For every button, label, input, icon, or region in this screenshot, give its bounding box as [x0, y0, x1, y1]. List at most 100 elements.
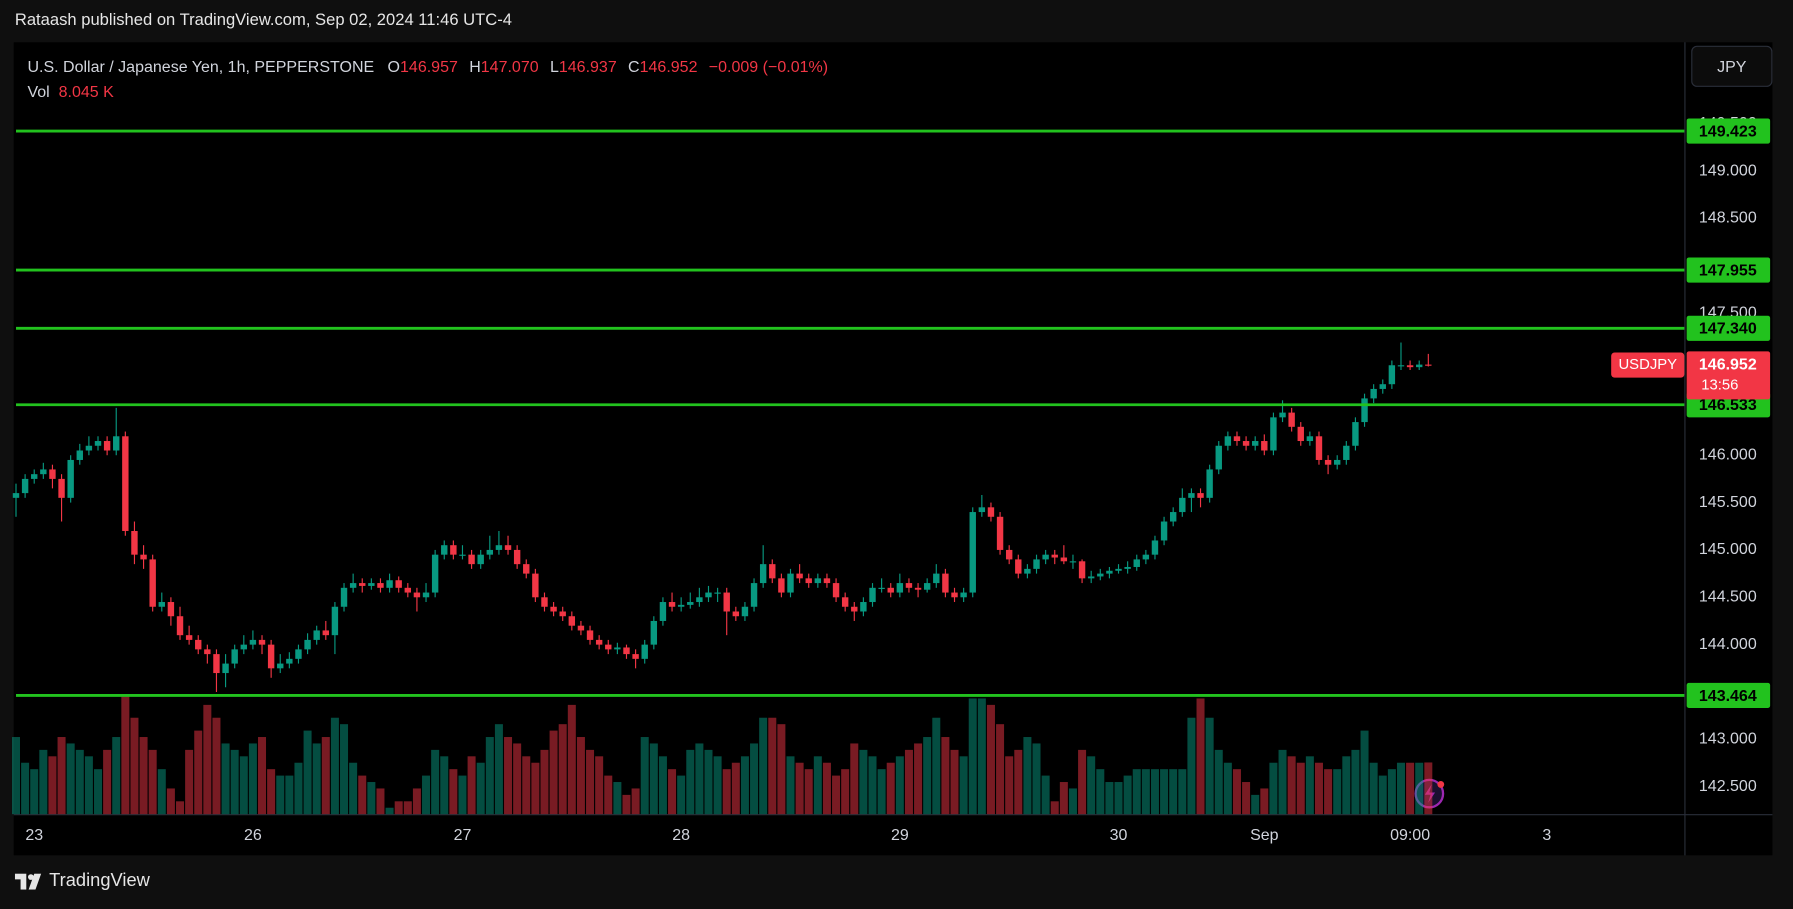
candle-body — [513, 549, 521, 565]
candle-body — [1033, 559, 1040, 569]
volume-bar — [622, 794, 631, 815]
candle-body — [696, 597, 703, 603]
candle-body — [632, 654, 639, 659]
vol-row: Vol 8.045 K — [27, 79, 834, 104]
volume-bar — [713, 756, 722, 815]
candle-body — [705, 592, 712, 598]
volume-bar — [613, 782, 622, 815]
volume-bar — [914, 743, 923, 815]
candle-body — [340, 587, 348, 607]
candle-body — [841, 597, 849, 607]
logo-mark — [14, 873, 42, 890]
volume-bar — [1041, 775, 1050, 815]
volume-bar — [21, 762, 30, 815]
volume-bar — [777, 724, 786, 815]
volume-bar — [1050, 801, 1059, 815]
volume-bar — [904, 749, 913, 815]
candle-body — [1370, 388, 1377, 399]
volume-bar — [1160, 769, 1169, 815]
candle-body — [21, 478, 29, 494]
volume-bar — [1214, 749, 1223, 815]
candle-body — [103, 441, 111, 451]
volume-bar — [1351, 749, 1360, 815]
h-label: H — [469, 57, 481, 76]
candle-body — [504, 545, 512, 550]
volume-bar — [267, 769, 276, 815]
candle-body — [1142, 554, 1150, 560]
y-tick-label: 149.000 — [1699, 162, 1757, 179]
volume-bar — [94, 769, 103, 815]
candle-body — [295, 649, 302, 659]
volume-bar — [1324, 769, 1333, 815]
candle-body — [158, 602, 165, 607]
volume-bar — [923, 737, 932, 815]
price-tag-countdown: 13:56 — [1701, 378, 1738, 394]
volume-bar — [1305, 756, 1314, 815]
candle-body — [605, 644, 612, 650]
candle-body — [413, 592, 421, 598]
candle-body — [550, 606, 557, 612]
volume-bar — [868, 756, 877, 815]
volume-bar — [1014, 749, 1023, 815]
vol-value: 8.045 K — [58, 82, 114, 101]
volume-bar — [658, 756, 667, 815]
legend: U.S. Dollar / Japanese Yen, 1h, PEPPERST… — [27, 54, 834, 104]
candle-body — [914, 587, 922, 590]
candle-body — [787, 573, 794, 593]
candle-body — [1133, 559, 1140, 567]
candle-body — [1179, 497, 1186, 513]
volume-bar — [1378, 775, 1387, 815]
volume-bar — [977, 698, 986, 815]
candle-body — [67, 459, 74, 498]
level-tag — [1686, 315, 1771, 341]
y-tick-label: 148.500 — [1699, 210, 1757, 227]
volume-bar — [476, 762, 485, 815]
volume-bar — [1169, 769, 1178, 815]
volume-bar — [1114, 782, 1123, 815]
candle-body — [1324, 459, 1332, 465]
volume-bar — [1260, 788, 1269, 815]
volume-bar — [203, 704, 212, 815]
candle-body — [896, 583, 904, 593]
candle-body — [723, 592, 730, 612]
candle-body — [878, 587, 885, 589]
volume-bar — [677, 775, 686, 815]
volume-bar — [1251, 794, 1260, 815]
candle-body — [1379, 384, 1386, 389]
volume-bar — [1387, 769, 1396, 815]
volume-bar — [349, 762, 358, 815]
publisher-line: Rataash published on TradingView.com, Se… — [14, 11, 512, 30]
candle-body — [149, 559, 156, 607]
symbol-tag — [1611, 352, 1685, 378]
level-tag — [1686, 682, 1771, 708]
candle-body — [58, 478, 65, 498]
volume-bar — [1023, 737, 1032, 815]
volume-bar — [850, 743, 859, 815]
volume-bar — [449, 769, 458, 815]
volume-bar — [1005, 756, 1014, 815]
volume-bar — [886, 762, 895, 815]
volume-bar — [1205, 717, 1214, 815]
symbol-title: U.S. Dollar / Japanese Yen, 1h, PEPPERST… — [27, 57, 375, 76]
candle-body — [286, 658, 293, 664]
currency-button[interactable]: JPY — [1691, 45, 1773, 87]
candle-body — [969, 512, 976, 593]
candle-body — [1069, 561, 1077, 563]
l-value: 146.937 — [558, 57, 617, 76]
volume-bar — [66, 743, 75, 815]
candle-body — [304, 639, 311, 650]
volume-bar — [467, 756, 476, 815]
candle-body — [349, 583, 357, 588]
volume-bar — [185, 749, 194, 815]
volume-bar — [1415, 762, 1424, 815]
candle-body — [1115, 568, 1122, 571]
volume-bar — [11, 737, 21, 815]
candle-body — [796, 573, 803, 579]
volume-bar — [294, 762, 303, 815]
y-tick-label: 145.500 — [1699, 494, 1757, 511]
candle-body — [1160, 521, 1168, 541]
candle-body — [1051, 554, 1058, 558]
volume-bar — [522, 756, 531, 815]
volume-bar — [130, 717, 139, 815]
volume-bar — [1396, 762, 1405, 815]
